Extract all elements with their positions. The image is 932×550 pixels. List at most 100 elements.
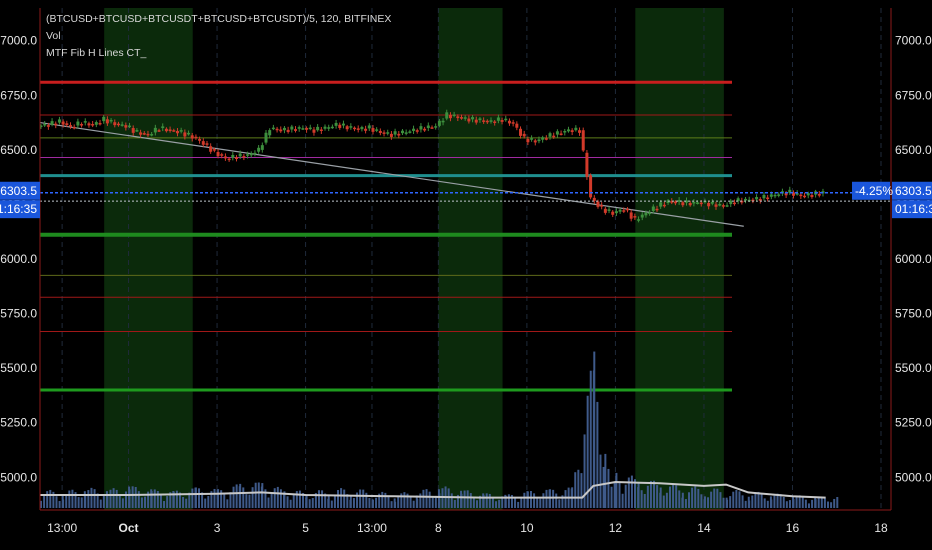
volume-indicator-label[interactable]: Vol: [46, 30, 61, 42]
volume-bar: [365, 492, 368, 508]
x-tick-label: 3: [214, 521, 221, 535]
volume-bar: [479, 495, 482, 508]
volume-bar: [58, 501, 61, 508]
symbol-label[interactable]: (BTCUSD+BTCUSD+BTCUSDT+BTCUSD+BTCUSDT)/5…: [46, 13, 392, 25]
volume-bar: [346, 494, 349, 508]
candle-body: [511, 122, 515, 124]
candle-body: [319, 129, 323, 131]
volume-bar: [672, 483, 675, 508]
candle-body: [644, 212, 648, 216]
y-tick-label-left: 6000.0: [0, 252, 37, 266]
session-band: [635, 8, 724, 510]
volume-bar: [542, 493, 545, 508]
volume-bar: [469, 493, 472, 508]
candle-body: [563, 130, 567, 133]
candle-body: [541, 137, 545, 140]
volume-bar: [555, 493, 558, 508]
volume-bar: [412, 500, 415, 508]
candle-body: [788, 189, 792, 193]
volume-bar: [545, 489, 548, 508]
candle-body: [437, 120, 441, 126]
volume-bar: [615, 472, 618, 508]
candle-body: [729, 200, 733, 205]
candle-body: [201, 141, 205, 145]
volume-bar: [577, 469, 580, 508]
candle-body: [341, 123, 345, 126]
candle-body: [393, 131, 397, 135]
candle-body: [249, 153, 253, 156]
candle-body: [434, 126, 438, 128]
candle-body: [710, 201, 714, 204]
volume-bar: [254, 482, 257, 508]
candle-body: [471, 117, 475, 120]
volume-bar: [607, 468, 610, 508]
volume-bar: [115, 489, 118, 508]
candle-body: [257, 147, 261, 152]
candle-body: [175, 130, 179, 134]
candle-body: [109, 119, 113, 122]
volume-bar: [643, 493, 646, 508]
volume-bar: [43, 495, 46, 508]
volume-bar: [207, 496, 210, 508]
volume-bar: [84, 495, 87, 508]
volume-bar: [270, 492, 273, 508]
volume-bar: [533, 493, 536, 508]
candle-body: [777, 194, 781, 196]
volume-bar: [172, 491, 175, 508]
candle-body: [485, 120, 489, 123]
y-tick-label-left: 6750.0: [0, 88, 37, 102]
candle-body: [426, 125, 430, 129]
volume-bar: [298, 490, 301, 508]
fib-indicator-label[interactable]: MTF Fib H Lines CT_: [46, 47, 147, 59]
volume-bar: [678, 490, 681, 508]
volume-bar: [798, 495, 801, 508]
candle-body: [747, 199, 751, 202]
volume-bar: [74, 492, 77, 508]
volume-bar: [375, 497, 378, 508]
candle-body: [670, 201, 674, 203]
volume-bar: [621, 493, 624, 508]
x-tick-label: 13:00: [357, 521, 387, 535]
x-tick-label: Oct: [119, 521, 139, 535]
volume-bar: [279, 489, 282, 508]
candle-body: [799, 194, 803, 197]
volume-bar: [520, 496, 523, 508]
volume-bar: [112, 488, 115, 508]
candle-body: [744, 198, 748, 201]
volume-bar: [204, 498, 207, 508]
volume-bar: [447, 488, 450, 508]
volume-bar: [826, 501, 829, 508]
candle-body: [622, 210, 626, 212]
candle-body: [91, 124, 95, 126]
volume-bar: [460, 493, 463, 508]
volume-bar: [289, 499, 292, 508]
candle-body: [375, 129, 379, 131]
volume-bar: [425, 489, 428, 508]
volume-bar: [757, 491, 760, 508]
volume-bar: [220, 490, 223, 508]
change-percent-badge-bg: [852, 181, 890, 200]
candle-body: [253, 152, 257, 155]
candle-body: [448, 114, 452, 119]
y-tick-label-right: 6500.0: [895, 143, 932, 157]
last-price-badge-left: 6303.5: [0, 181, 40, 200]
candle-body: [308, 127, 312, 130]
candle-body: [526, 138, 530, 143]
volume-bar: [526, 491, 529, 508]
change-percent-badge: -4.25%: [852, 181, 893, 200]
volume-bar: [463, 490, 466, 508]
volume-bar: [349, 495, 352, 508]
x-tick-label: 13:00: [47, 521, 77, 535]
volume-bar: [169, 492, 172, 508]
volume-bar: [124, 491, 127, 508]
candle-body: [305, 128, 309, 130]
candle-body: [168, 129, 172, 131]
volume-bar: [137, 491, 140, 508]
volume-bar: [713, 488, 716, 508]
candle-body: [316, 126, 320, 131]
volume-bar: [811, 499, 814, 508]
volume-bar: [785, 501, 788, 508]
volume-bar: [599, 454, 602, 508]
volume-bar: [235, 484, 238, 508]
